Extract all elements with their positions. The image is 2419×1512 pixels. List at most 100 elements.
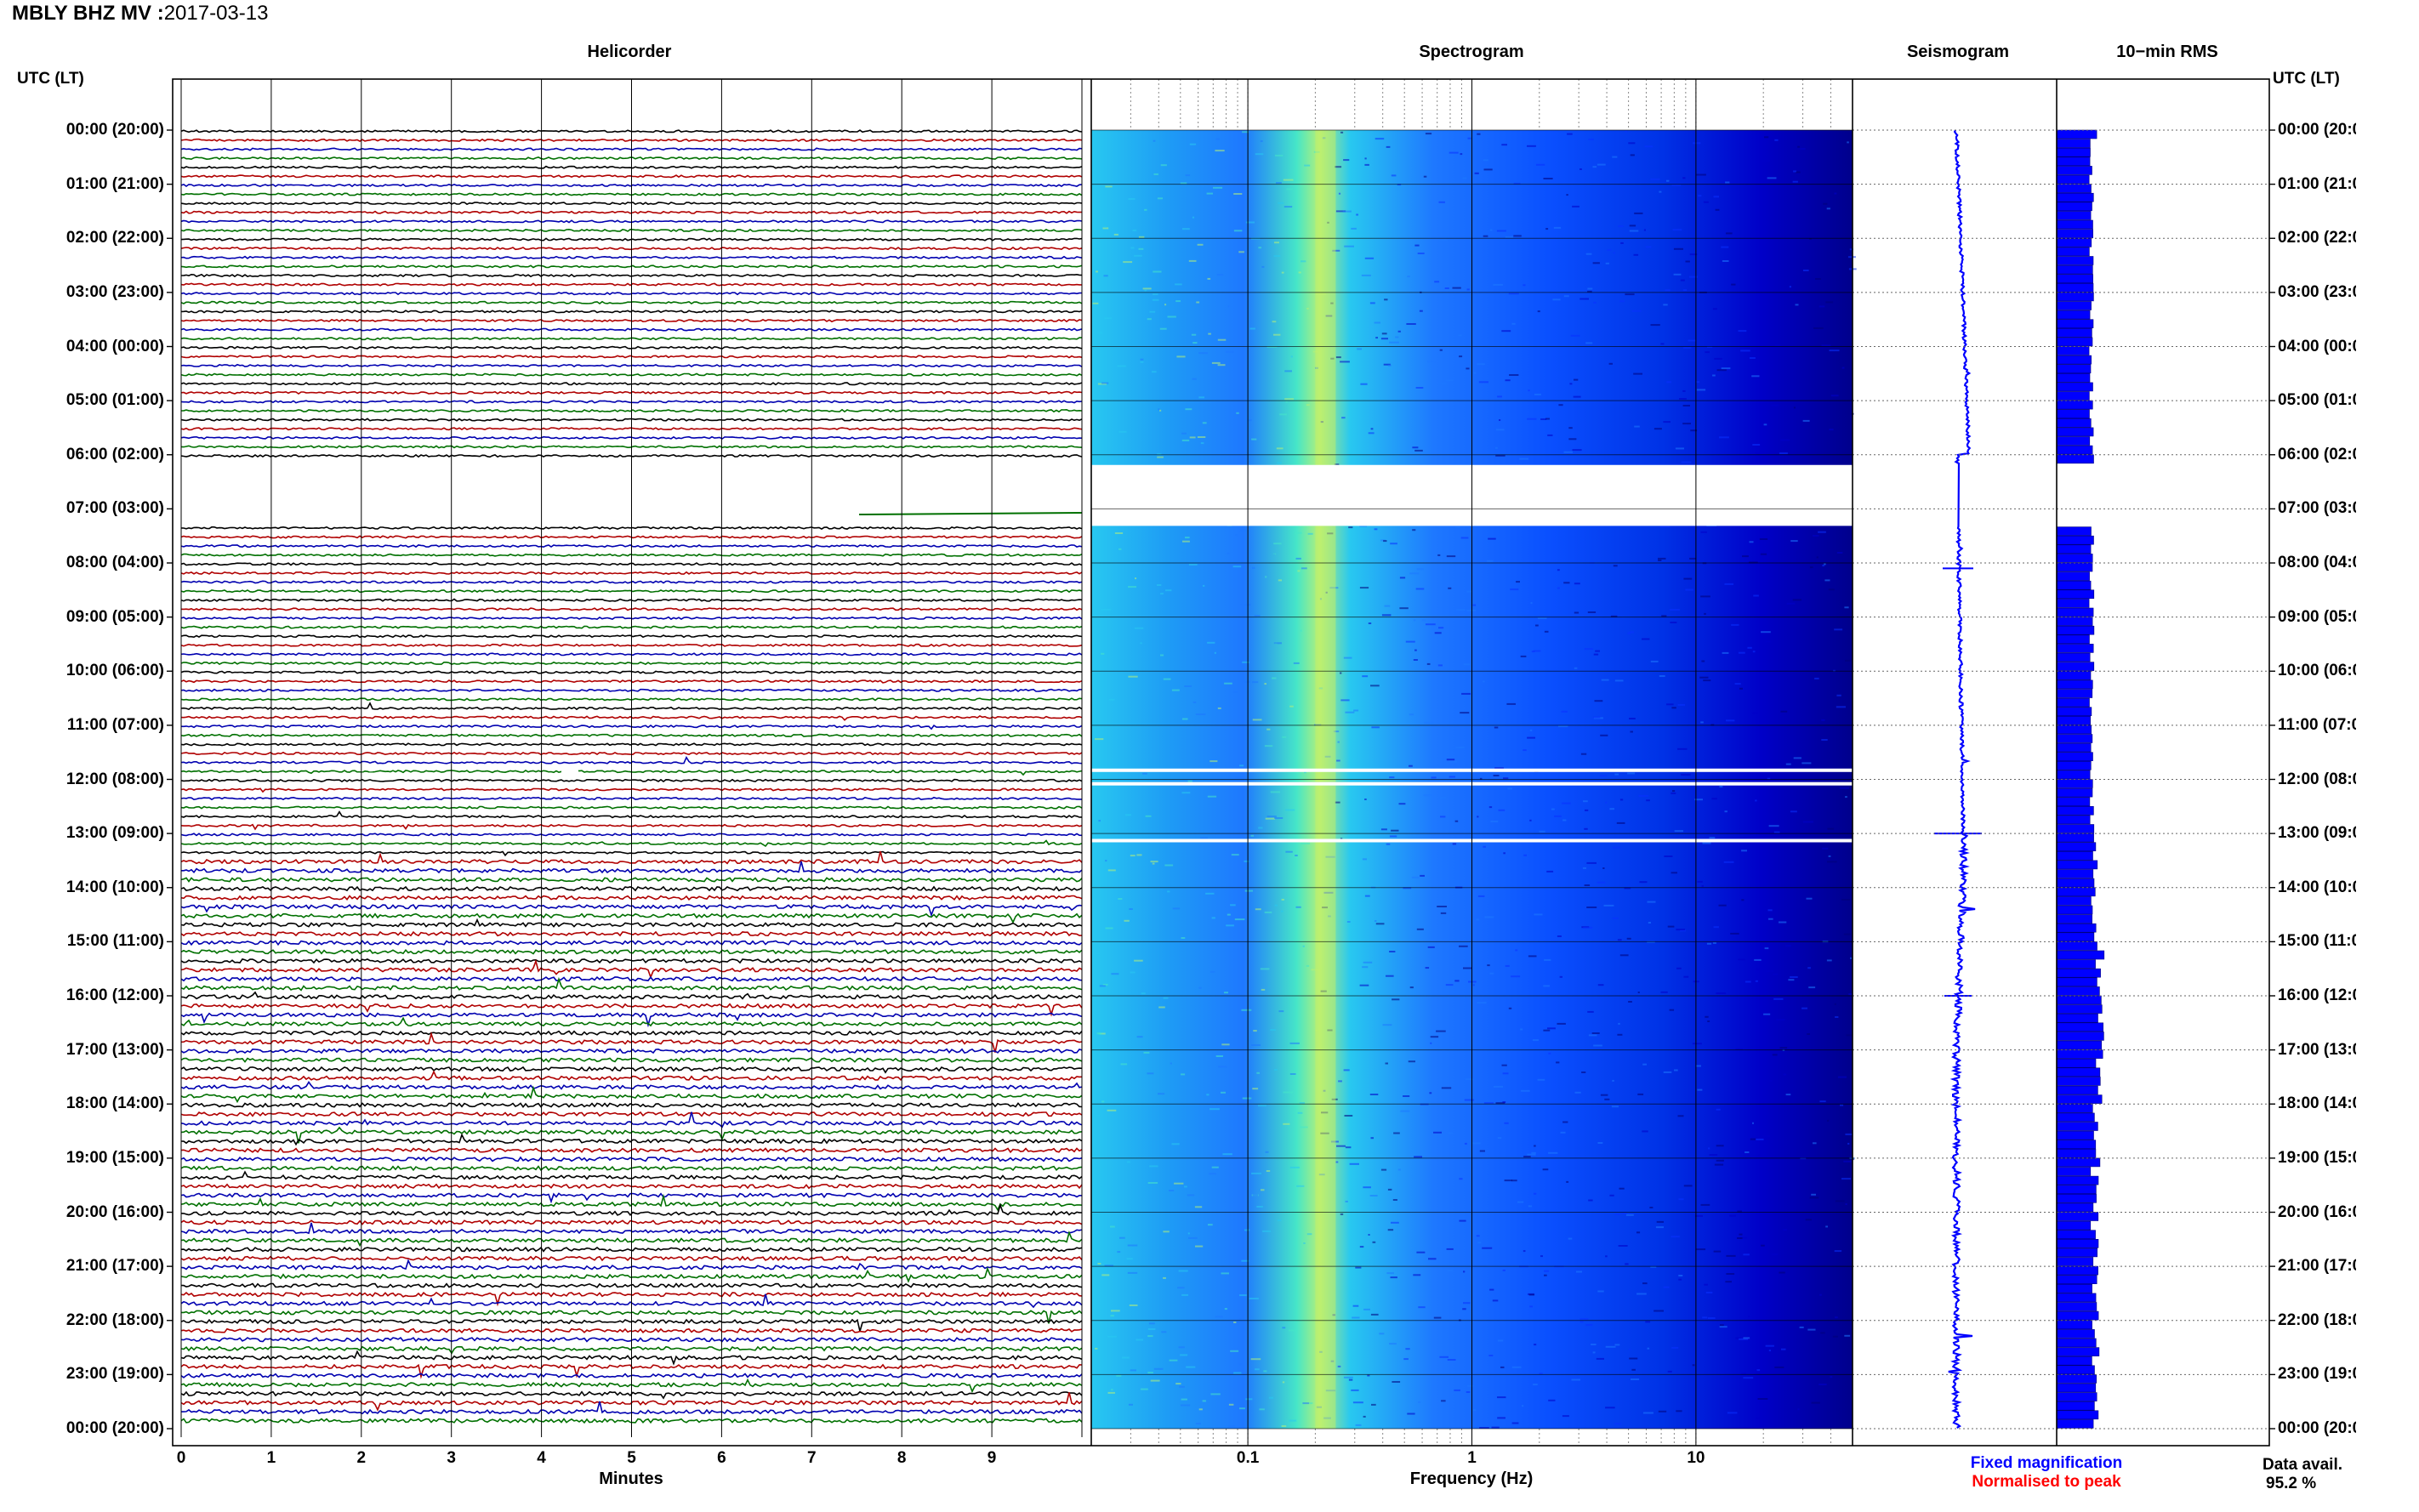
frequency-axis-label: Frequency (Hz) bbox=[1409, 1469, 1534, 1488]
time-tick-label-right: 23:00 (19:00) bbox=[2278, 1365, 2356, 1384]
time-tick-label-left: 23:00 (19:00) bbox=[65, 1365, 164, 1384]
spectrogram-cell bbox=[1669, 609, 1680, 611]
spectrogram-cell bbox=[1147, 1072, 1154, 1075]
spectrogram-cell bbox=[1351, 227, 1357, 230]
spectrogram-cell bbox=[1832, 1335, 1838, 1338]
spectrogram-cell bbox=[1105, 185, 1113, 188]
spectrogram-cell bbox=[1382, 1024, 1392, 1026]
spectrogram-cell bbox=[1809, 238, 1812, 240]
spectrogram-cell bbox=[1516, 581, 1520, 583]
spectrogram-cell bbox=[1671, 1236, 1680, 1238]
spectrogram-cell bbox=[1454, 980, 1460, 982]
spectrogram-cell bbox=[1234, 776, 1243, 779]
spectrogram-cell bbox=[1671, 792, 1676, 794]
spectrogram-cell bbox=[1611, 1106, 1619, 1108]
spectrogram-cell bbox=[1362, 858, 1367, 861]
spectrogram-cell bbox=[1795, 171, 1801, 173]
spectrogram-cell bbox=[1405, 1348, 1410, 1350]
spectrogram-cell bbox=[1619, 799, 1624, 801]
spectrogram-cell bbox=[1375, 923, 1385, 925]
spectrogram-cell bbox=[1274, 1068, 1278, 1071]
spectrogram-cell bbox=[1759, 538, 1768, 540]
spectrogram-cell bbox=[1335, 166, 1342, 168]
spectrogram-cell bbox=[1346, 921, 1351, 923]
spectrogram-cell bbox=[1824, 563, 1826, 566]
spectrogram-cell bbox=[1495, 1102, 1505, 1105]
rms-bar bbox=[2056, 174, 2090, 185]
spectrogram-cell bbox=[1836, 552, 1843, 554]
spectrogram-cell bbox=[1769, 1080, 1773, 1083]
spectrogram-cell bbox=[1529, 819, 1532, 821]
spectrogram-cell bbox=[1501, 330, 1511, 333]
rms-bar bbox=[2056, 256, 2094, 265]
spectrogram-cell bbox=[1142, 772, 1147, 775]
spectrogram-cell bbox=[1437, 664, 1443, 667]
spectrogram-cell bbox=[1705, 1015, 1709, 1018]
spectrogram-cell bbox=[1528, 389, 1530, 392]
spectrogram-cell bbox=[1466, 1391, 1471, 1393]
spectrogram-cell bbox=[1557, 935, 1562, 937]
spectrogram-cell bbox=[1403, 1095, 1410, 1097]
spectrogram-cell bbox=[1244, 680, 1250, 683]
spectrogram-cell bbox=[1716, 1145, 1724, 1147]
rms-bar bbox=[2056, 427, 2094, 437]
rms-bar bbox=[2056, 1347, 2100, 1356]
rms-bar bbox=[2056, 319, 2094, 329]
spectrogram-cell bbox=[1501, 1064, 1507, 1066]
spectrogram-cell bbox=[1725, 181, 1730, 184]
spectrogram-cell bbox=[1348, 1378, 1353, 1381]
spectrogram-cell bbox=[1566, 1180, 1569, 1183]
spectrogram-cell bbox=[1225, 350, 1234, 353]
spectrogram-cell bbox=[1400, 1110, 1410, 1112]
spectrogram-cell bbox=[1689, 253, 1698, 256]
spectrogram-cell bbox=[1580, 753, 1587, 755]
spectrogram-cell bbox=[1236, 412, 1239, 414]
spectrogram-cell bbox=[1379, 1333, 1385, 1335]
rms-bar bbox=[2056, 211, 2092, 220]
spectrogram-cell bbox=[1559, 975, 1562, 978]
spectrogram-cell bbox=[1266, 728, 1271, 730]
spectrogram-cell bbox=[1677, 747, 1688, 750]
spectrogram-cell bbox=[1178, 1270, 1188, 1272]
rms-bar bbox=[2056, 860, 2098, 870]
spectrogram-cell bbox=[1643, 229, 1646, 231]
rms-bar bbox=[2056, 923, 2097, 933]
spectrogram-cell bbox=[1157, 453, 1162, 456]
spectrogram-cell bbox=[1807, 967, 1811, 969]
spectrogram-cell bbox=[1625, 1214, 1634, 1216]
spectrogram-cell bbox=[1184, 1185, 1187, 1188]
spectrogram-cell bbox=[1244, 860, 1249, 862]
spectrogram-cell bbox=[1439, 349, 1443, 351]
rms-bar bbox=[2056, 1419, 2094, 1429]
time-tick-label-left: 22:00 (18:00) bbox=[65, 1310, 164, 1329]
spectrogram-cell bbox=[1723, 861, 1734, 863]
spectrogram-cell bbox=[1426, 623, 1436, 626]
spectrogram-cell bbox=[1160, 164, 1167, 167]
spectrogram-cell bbox=[1386, 975, 1394, 977]
spectrogram-cell bbox=[1588, 1199, 1593, 1202]
spectrogram-cell bbox=[1841, 1178, 1852, 1180]
spectrogram-cell bbox=[1416, 928, 1424, 930]
spectrogram-cell bbox=[1294, 531, 1302, 534]
spectrogram-cell bbox=[1245, 221, 1255, 224]
spectrogram-cell bbox=[1584, 827, 1588, 830]
time-tick-label-left: 03:00 (23:00) bbox=[65, 282, 164, 301]
rms-bar bbox=[2056, 391, 2090, 401]
spectrogram-cell bbox=[1479, 1150, 1485, 1152]
spectrogram-cell bbox=[1221, 1272, 1229, 1275]
spectrogram-cell bbox=[1474, 172, 1479, 174]
spectrogram-cell bbox=[1600, 734, 1608, 736]
spectrogram-cell bbox=[1415, 387, 1424, 389]
time-tick-label-left: 17:00 (13:00) bbox=[65, 1040, 164, 1059]
spectrogram-cell bbox=[1232, 691, 1238, 693]
spectrogram-cell bbox=[1101, 382, 1109, 384]
spectrogram-cell bbox=[1255, 1368, 1260, 1371]
spectrogram-cell bbox=[1633, 253, 1639, 256]
time-tick-label-right: 18:00 (14:00) bbox=[2278, 1094, 2356, 1113]
spectrogram-cell bbox=[1806, 897, 1813, 900]
spectrogram-cell bbox=[1239, 1294, 1247, 1297]
spectrogram-cell bbox=[1708, 1147, 1710, 1150]
spectrogram-cell bbox=[1742, 555, 1749, 558]
spectrogram-cell bbox=[1187, 1194, 1195, 1197]
